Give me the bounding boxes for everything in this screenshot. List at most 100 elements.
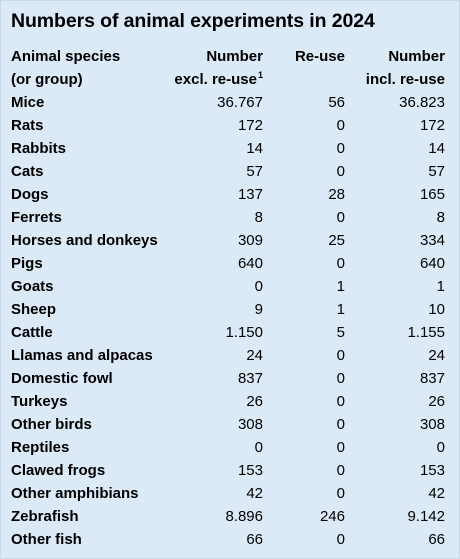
table-row: Clawed frogs 153 0 153 bbox=[11, 459, 445, 482]
reuse-cell: 0 bbox=[336, 140, 345, 157]
species-cell: Other fish bbox=[11, 531, 82, 548]
species-cell: Ferrets bbox=[11, 209, 62, 226]
excl-reuse-cell: 640 bbox=[237, 255, 263, 272]
header-incl-sub: incl. re-use bbox=[365, 71, 445, 88]
reuse-cell: 28 bbox=[328, 186, 345, 203]
incl-reuse-cell: 172 bbox=[419, 117, 445, 134]
header-row-2: (or group) excl. re-use1 incl. re-use bbox=[11, 68, 445, 91]
excl-reuse-cell: 24 bbox=[246, 347, 263, 364]
excl-reuse-cell: 153 bbox=[237, 462, 263, 479]
reuse-cell: 0 bbox=[336, 163, 345, 180]
species-cell: Reptiles bbox=[11, 439, 70, 456]
species-cell: Llamas and alpacas bbox=[11, 347, 153, 364]
excl-reuse-cell: 66 bbox=[246, 531, 263, 548]
excl-reuse-cell: 42 bbox=[246, 485, 263, 502]
incl-reuse-cell: 1.155 bbox=[407, 324, 445, 341]
incl-reuse-cell: 42 bbox=[428, 485, 445, 502]
reuse-cell: 0 bbox=[336, 117, 345, 134]
species-cell: Pigs bbox=[11, 255, 43, 272]
excl-reuse-cell: 26 bbox=[246, 393, 263, 410]
species-cell: Mice bbox=[11, 94, 45, 111]
incl-reuse-cell: 14 bbox=[428, 140, 445, 157]
incl-reuse-cell: 153 bbox=[419, 462, 445, 479]
excl-reuse-cell: 9 bbox=[254, 301, 263, 318]
species-cell: Goats bbox=[11, 278, 54, 295]
table-row: Horses and donkeys 309 25 334 bbox=[11, 229, 445, 252]
incl-reuse-cell: 26 bbox=[428, 393, 445, 410]
incl-reuse-cell: 9.142 bbox=[407, 508, 445, 525]
header-row: Animal species Number Re-use Number bbox=[11, 45, 445, 68]
table-row: Llamas and alpacas 24 0 24 bbox=[11, 344, 445, 367]
reuse-cell: 0 bbox=[336, 209, 345, 226]
reuse-cell: 5 bbox=[336, 324, 345, 341]
header-species-sub: (or group) bbox=[11, 71, 83, 88]
incl-reuse-cell: 165 bbox=[419, 186, 445, 203]
incl-reuse-cell: 8 bbox=[436, 209, 445, 226]
table-row: Mice 36.767 56 36.823 bbox=[11, 91, 445, 114]
species-cell: Turkeys bbox=[11, 393, 68, 410]
species-cell: Sheep bbox=[11, 301, 57, 318]
incl-reuse-cell: 334 bbox=[419, 232, 445, 249]
reuse-cell: 0 bbox=[336, 393, 345, 410]
reuse-cell: 1 bbox=[336, 301, 345, 318]
incl-reuse-cell: 24 bbox=[428, 347, 445, 364]
incl-reuse-cell: 1 bbox=[436, 278, 445, 295]
reuse-cell: 0 bbox=[336, 370, 345, 387]
table-row: Domestic fowl 837 0 837 bbox=[11, 367, 445, 390]
excl-reuse-cell: 1.150 bbox=[225, 324, 263, 341]
species-cell: Other amphibians bbox=[11, 485, 139, 502]
reuse-cell: 0 bbox=[336, 347, 345, 364]
excl-reuse-cell: 137 bbox=[237, 186, 263, 203]
species-cell: Rabbits bbox=[11, 140, 67, 157]
table-title: Numbers of animal experiments in 2024 bbox=[11, 10, 375, 32]
table-row: Other birds 308 0 308 bbox=[11, 413, 445, 436]
incl-reuse-cell: 0 bbox=[436, 439, 445, 456]
reuse-cell: 0 bbox=[336, 255, 345, 272]
header-incl: Number bbox=[388, 48, 445, 65]
reuse-cell: 1 bbox=[336, 278, 345, 295]
incl-reuse-cell: 66 bbox=[428, 531, 445, 548]
table-row: Goats 0 1 1 bbox=[11, 275, 445, 298]
table-row: Dogs 137 28 165 bbox=[11, 183, 445, 206]
header-reuse-sub bbox=[263, 68, 345, 91]
table-row: Other fish 66 0 66 bbox=[11, 528, 445, 551]
excl-reuse-cell: 309 bbox=[237, 232, 263, 249]
species-cell: Cats bbox=[11, 163, 44, 180]
table-row: Pigs 640 0 640 bbox=[11, 252, 445, 275]
species-cell: Domestic fowl bbox=[11, 370, 113, 387]
excl-reuse-cell: 8.896 bbox=[225, 508, 263, 525]
excl-reuse-cell: 14 bbox=[246, 140, 263, 157]
table-row: Other amphibians 42 0 42 bbox=[11, 482, 445, 505]
table-row: Ferrets 8 0 8 bbox=[11, 206, 445, 229]
table-row: Rabbits 14 0 14 bbox=[11, 137, 445, 160]
incl-reuse-cell: 308 bbox=[419, 416, 445, 433]
table-row: Reptiles 0 0 0 bbox=[11, 436, 445, 459]
reuse-cell: 0 bbox=[336, 531, 345, 548]
incl-reuse-cell: 57 bbox=[428, 163, 445, 180]
header-reuse: Re-use bbox=[294, 48, 345, 65]
reuse-cell: 0 bbox=[336, 462, 345, 479]
excl-reuse-cell: 0 bbox=[254, 278, 263, 295]
header-excl-sub-label: excl. re-use bbox=[174, 71, 257, 88]
header-species: Animal species bbox=[11, 48, 121, 65]
table-row: Turkeys 26 0 26 bbox=[11, 390, 445, 413]
excl-reuse-cell: 172 bbox=[237, 117, 263, 134]
table-row: Zebrafish 8.896 246 9.142 bbox=[11, 505, 445, 528]
table-row: Rats 172 0 172 bbox=[11, 114, 445, 137]
incl-reuse-cell: 36.823 bbox=[399, 94, 445, 111]
reuse-cell: 0 bbox=[336, 485, 345, 502]
excl-reuse-cell: 308 bbox=[237, 416, 263, 433]
incl-reuse-cell: 10 bbox=[428, 301, 445, 318]
header-excl-sub: excl. re-use1 bbox=[163, 68, 263, 91]
species-cell: Rats bbox=[11, 117, 44, 134]
reuse-cell: 0 bbox=[336, 439, 345, 456]
incl-reuse-cell: 640 bbox=[419, 255, 445, 272]
table-row: Cats 57 0 57 bbox=[11, 160, 445, 183]
excl-reuse-cell: 57 bbox=[246, 163, 263, 180]
table-row: Sheep 9 1 10 bbox=[11, 298, 445, 321]
animal-experiments-table: Animal species Number Re-use Number (or … bbox=[11, 45, 445, 551]
excl-reuse-cell: 0 bbox=[254, 439, 263, 456]
species-cell: Zebrafish bbox=[11, 508, 79, 525]
reuse-cell: 25 bbox=[328, 232, 345, 249]
